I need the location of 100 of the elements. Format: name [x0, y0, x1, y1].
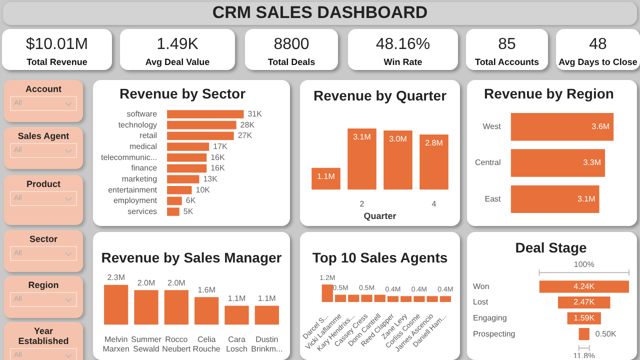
text: Win Rate: [382, 57, 424, 67]
text: Total Deals: [266, 57, 316, 67]
data-label: 5K: [183, 206, 194, 216]
bar: [194, 297, 219, 325]
bar: [384, 130, 412, 190]
x-tick-label: Melvin Marxen: [102, 334, 130, 354]
data-label: 16K: [210, 152, 226, 162]
y-tick-label: retail: [140, 131, 158, 140]
text: CRM SALES DASHBOARD: [3, 2, 637, 25]
y-tick-label: telecommunic...: [100, 152, 158, 162]
x-tick-label: Cara Losch: [226, 334, 248, 354]
x-tick-label: 4: [432, 200, 437, 209]
y-tick-label: software: [126, 109, 158, 118]
text: 48.16%: [374, 36, 432, 54]
data-label: 13K: [203, 174, 218, 184]
text: Account: [24, 84, 62, 94]
bar: [104, 284, 128, 325]
text: 8800: [272, 36, 310, 54]
data-label: 2.0M: [137, 278, 156, 288]
text: Avg Days to Close: [558, 57, 638, 67]
x-tick-label: Rocco Neubert: [162, 334, 192, 354]
data-label: 3.1M: [353, 132, 372, 142]
bar: [167, 120, 236, 130]
chart-title: Revenue by Region: [484, 85, 614, 102]
text: Avg Deal Value: [144, 57, 211, 67]
data-label: 1.6M: [198, 285, 216, 294]
data-label: 17K: [213, 142, 228, 151]
data-label: 1.59K: [574, 314, 596, 323]
y-tick-label: employment: [113, 196, 158, 206]
bar: [167, 164, 207, 173]
bar: [348, 128, 376, 190]
data-label: 3.6M: [592, 122, 610, 132]
bar: [312, 168, 340, 190]
text: 1.49K: [156, 36, 200, 54]
y-tick-label: entertainment: [108, 185, 158, 194]
y-tick-label: services: [128, 206, 158, 216]
data-label: 28K: [240, 120, 256, 130]
bar: [167, 132, 234, 140]
chart-title: Revenue by Quarter: [313, 87, 448, 104]
bar: [167, 175, 200, 184]
data-label: 2.47K: [574, 298, 596, 307]
text: Product: [25, 179, 62, 189]
data-label: 0.50K: [595, 329, 617, 338]
data-label: 31K: [248, 109, 263, 118]
data-label: 2.3M: [107, 273, 126, 282]
category-label: Engaging: [473, 314, 507, 323]
chart-title: Revenue by Sales Manager: [101, 249, 282, 266]
bar: [224, 306, 249, 325]
bar: [420, 134, 448, 190]
data-label: 1.1M: [258, 294, 276, 303]
data-label: 2.8M: [425, 138, 444, 148]
bar: [134, 290, 158, 325]
data-label: 1.1M: [317, 172, 336, 182]
bar: [167, 153, 207, 162]
text: $10.01M: [24, 36, 90, 54]
y-tick-label: technology: [118, 120, 158, 130]
data-label: 2.0M: [168, 278, 186, 288]
category-label: Won: [473, 282, 490, 291]
x-tick-label: 2: [360, 200, 365, 209]
y-tick-label: Central: [474, 158, 502, 168]
text: 11.8%: [573, 351, 596, 360]
x-tick-label: Celia Rouche: [192, 334, 221, 354]
text: Region: [27, 280, 60, 290]
chart-title: Revenue by Sector: [119, 85, 246, 102]
data-label: 27K: [238, 131, 253, 140]
category-label: Lost: [473, 298, 489, 307]
x-axis-title: Quarter: [364, 211, 397, 222]
data-label: 4.24K: [574, 282, 596, 291]
data-label: 3.0M: [389, 134, 408, 144]
y-tick-label: East: [484, 194, 502, 204]
text: 100%: [574, 260, 594, 269]
data-label: 10K: [196, 185, 211, 194]
data-label: 3.3M: [583, 158, 602, 168]
y-tick-label: finance: [131, 164, 158, 173]
bar: [167, 110, 244, 118]
text: Total Accounts: [474, 57, 540, 67]
x-tick-label: Dustin Brinkm...: [251, 334, 283, 354]
bar: [167, 208, 180, 216]
data-label: 16K: [210, 164, 226, 173]
y-tick-label: West: [482, 122, 502, 132]
text: Year Established: [17, 326, 70, 346]
text: 48: [588, 36, 608, 54]
bar: [254, 306, 279, 325]
bar: [164, 290, 188, 325]
data-label: 1.1M: [228, 294, 246, 303]
y-tick-label: medical: [129, 142, 158, 151]
chart-title: Top 10 Sales Agents: [312, 249, 448, 266]
category-label: Prospecting: [473, 329, 516, 338]
x-tick-label: Summer Sewald: [131, 334, 162, 354]
bar: [167, 196, 182, 206]
bar: [167, 186, 192, 194]
data-label: 3.1M: [578, 194, 596, 204]
text: Deal Stage: [515, 239, 588, 256]
data-label: 6K: [186, 196, 196, 206]
y-tick-label: marketing: [122, 174, 158, 184]
text: 85: [497, 36, 517, 54]
text: Sales Agent: [16, 131, 70, 141]
bar: [167, 142, 210, 151]
text: Total Revenue: [26, 57, 88, 67]
text: Sector: [28, 234, 58, 244]
